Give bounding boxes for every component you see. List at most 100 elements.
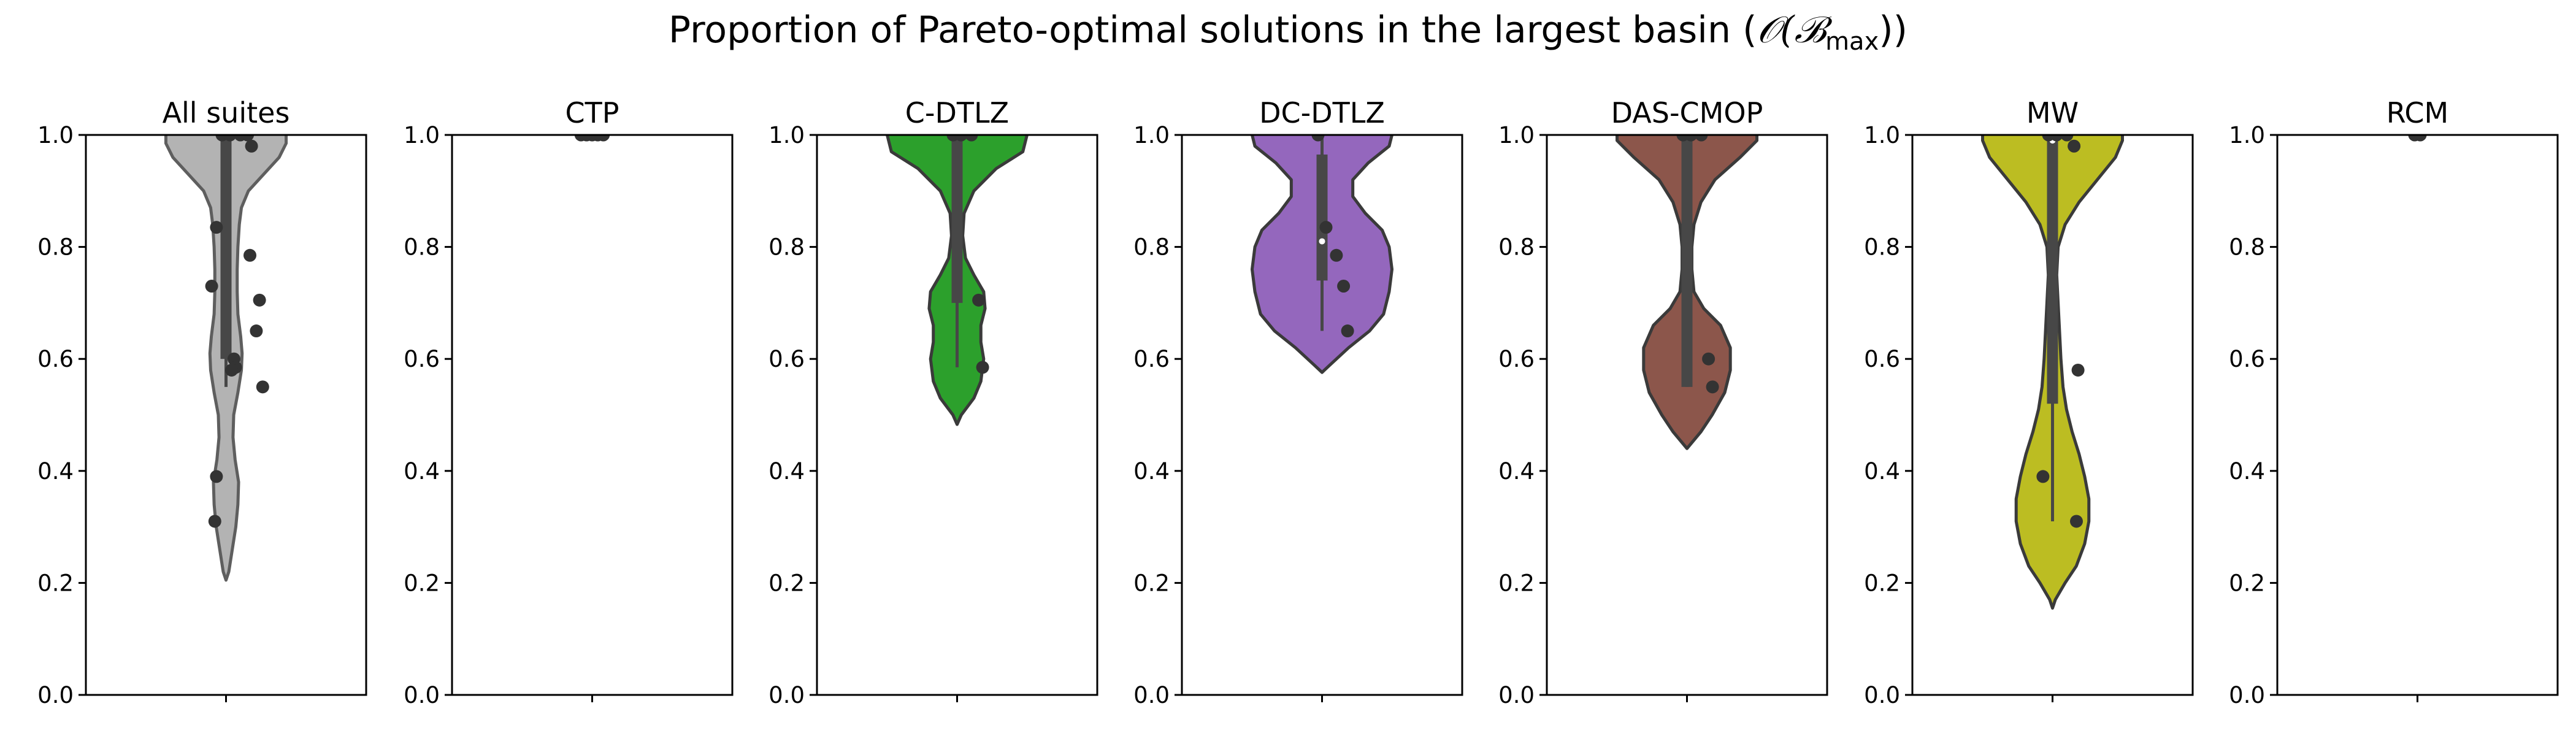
y-tick-label: 0.2 xyxy=(37,570,74,596)
plot-area xyxy=(2408,135,2427,142)
data-point xyxy=(243,248,256,262)
panel-5: 0.0 0.2 0.4 0.6 0.8 1.0 DAS-CMOP xyxy=(1498,96,1828,708)
plot-area xyxy=(1616,135,1758,450)
y-tick-label: 0.0 xyxy=(37,682,74,708)
y-tick-label: 0.8 xyxy=(404,234,440,261)
data-point xyxy=(2060,135,2074,142)
box-iqr xyxy=(1316,154,1328,281)
data-point xyxy=(1702,352,1715,366)
data-point xyxy=(2070,515,2083,528)
axes-frame xyxy=(2276,134,2559,696)
data-point xyxy=(208,515,221,528)
figure-title-math: 𝒪(ℬ xyxy=(1757,9,1826,52)
y-tick-label: 0.8 xyxy=(2229,234,2265,261)
y-tick-label: 0.6 xyxy=(404,346,440,372)
panel-6: 0.0 0.2 0.4 0.6 0.8 1.0 MW xyxy=(1864,96,2194,708)
y-tick-label: 0.2 xyxy=(1498,570,1535,596)
data-point xyxy=(2068,139,2081,153)
panel-title: DC-DTLZ xyxy=(1259,96,1385,129)
data-point xyxy=(976,361,989,374)
panel-title: All suites xyxy=(163,96,290,129)
data-point xyxy=(965,135,978,142)
panel-title: C-DTLZ xyxy=(905,96,1009,129)
y-tick-label: 0.0 xyxy=(2229,682,2265,708)
y-tick-label: 0.2 xyxy=(404,570,440,596)
panel-3: 0.0 0.2 0.4 0.6 0.8 1.0 C-DTLZ xyxy=(769,96,1098,708)
plot-area xyxy=(1981,135,2124,610)
panel-2: 0.0 0.2 0.4 0.6 0.8 1.0 CTP xyxy=(404,96,734,708)
y-tick-label: 1.0 xyxy=(37,122,74,148)
box-iqr xyxy=(951,135,963,303)
data-point xyxy=(1337,280,1351,293)
data-point xyxy=(1330,248,1343,262)
y-tick-label: 0.2 xyxy=(769,570,805,596)
data-point xyxy=(2071,363,2085,377)
data-point xyxy=(1341,324,1354,338)
y-tick-label: 0.0 xyxy=(769,682,805,708)
data-point xyxy=(250,324,263,338)
y-tick-label: 0.0 xyxy=(1133,682,1170,708)
data-point xyxy=(1319,221,1333,234)
data-point xyxy=(205,280,218,293)
panel-4: 0.0 0.2 0.4 0.6 0.8 1.0 DC-DTLZ xyxy=(1133,96,1463,708)
panel-title: RCM xyxy=(2386,96,2448,129)
data-point xyxy=(210,221,223,234)
data-point xyxy=(972,293,986,307)
y-tick-label: 0.8 xyxy=(1864,234,1900,261)
y-tick-label: 0.4 xyxy=(2229,458,2265,485)
y-tick-label: 0.4 xyxy=(37,458,74,485)
panel-title: CTP xyxy=(565,96,619,129)
data-point xyxy=(2050,135,2063,142)
figure-title-subscript: max xyxy=(1825,28,1879,56)
figure-title-text: Proportion of Pareto-optimal solutions i… xyxy=(668,9,1757,52)
data-point xyxy=(2036,470,2050,483)
data-point xyxy=(245,139,258,153)
y-tick-label: 0.6 xyxy=(769,346,805,372)
plot-area xyxy=(1251,135,1393,374)
y-tick-label: 0.8 xyxy=(769,234,805,261)
y-tick-label: 0.8 xyxy=(37,234,74,261)
y-tick-label: 0.6 xyxy=(1864,346,1900,372)
panel-7: 0.0 0.2 0.4 0.6 0.8 1.0 RCM xyxy=(2229,96,2559,708)
y-tick-label: 0.6 xyxy=(2229,346,2265,372)
data-point xyxy=(1695,135,1708,142)
y-tick-label: 1.0 xyxy=(1133,122,1170,148)
y-tick-label: 1.0 xyxy=(404,122,440,148)
panel-1: 0.0 0.2 0.4 0.6 0.8 1.0 All suites xyxy=(37,96,367,708)
y-tick-label: 0.8 xyxy=(1498,234,1535,261)
data-point xyxy=(1684,135,1698,142)
plot-area xyxy=(886,135,1029,426)
data-point xyxy=(1706,380,1719,394)
y-tick-label: 0.2 xyxy=(1133,570,1170,596)
box-iqr xyxy=(2047,135,2058,404)
y-tick-label: 0.8 xyxy=(1133,234,1170,261)
figure-title-close: )) xyxy=(1879,9,1908,52)
data-point xyxy=(253,293,266,307)
y-tick-label: 0.0 xyxy=(1864,682,1900,708)
y-tick-label: 0.0 xyxy=(1498,682,1535,708)
panel-title: DAS-CMOP xyxy=(1611,96,1763,129)
data-point xyxy=(2413,135,2427,142)
plot-area xyxy=(574,135,610,142)
box-median xyxy=(1319,238,1325,245)
data-point xyxy=(210,470,223,483)
box-iqr xyxy=(1681,135,1693,387)
data-point xyxy=(256,380,269,394)
data-point xyxy=(223,135,237,142)
y-tick-label: 0.6 xyxy=(1498,346,1535,372)
y-tick-label: 1.0 xyxy=(1498,122,1535,148)
plot-area xyxy=(164,135,288,582)
y-tick-label: 0.4 xyxy=(769,458,805,485)
y-tick-label: 1.0 xyxy=(1864,122,1900,148)
axes-frame xyxy=(451,134,734,696)
panel-title: MW xyxy=(2026,96,2079,129)
y-tick-label: 0.0 xyxy=(404,682,440,708)
data-point xyxy=(1311,135,1325,142)
y-tick-label: 0.4 xyxy=(1133,458,1170,485)
y-tick-label: 0.4 xyxy=(1864,458,1900,485)
y-tick-label: 0.2 xyxy=(1864,570,1900,596)
data-point xyxy=(597,135,610,142)
y-tick-label: 0.6 xyxy=(1133,346,1170,372)
y-tick-label: 0.4 xyxy=(404,458,440,485)
